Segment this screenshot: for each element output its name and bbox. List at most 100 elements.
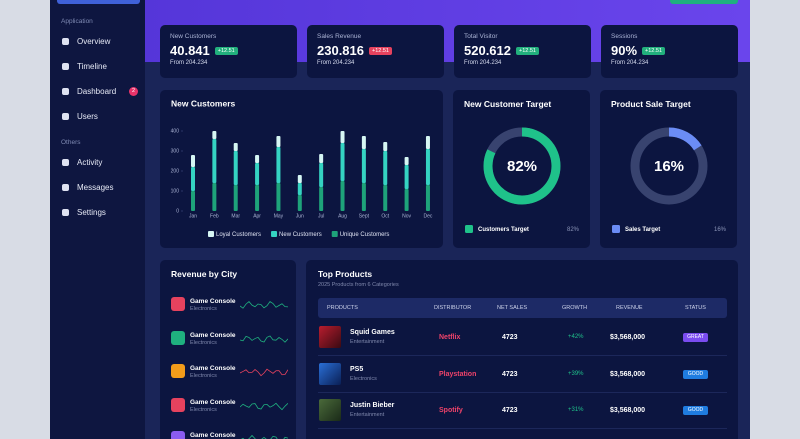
y-tick-label: 100 (171, 188, 180, 194)
section-title: Others (61, 139, 81, 146)
sparkline-path (241, 434, 288, 439)
product-name: Squid Games (350, 329, 395, 336)
growth: +42% (568, 334, 584, 340)
menu-badge: 2 (129, 87, 138, 96)
legend-swatch (271, 231, 278, 237)
bar-segment (319, 154, 324, 163)
legend-swatch (612, 225, 620, 233)
revenue: $3,568,000 (610, 370, 646, 378)
x-tick-label: Feb (210, 213, 219, 219)
x-tick-label: Aug (338, 213, 347, 219)
bar-segment (276, 136, 281, 147)
stat-title: Total Visitor (464, 33, 498, 40)
menu-item[interactable]: Activity (62, 155, 142, 169)
bar-segment (255, 163, 260, 185)
x-tick-label: Nov (402, 213, 411, 219)
menu-item[interactable]: Messages (62, 180, 142, 194)
legend-label: Customers Target (478, 227, 529, 233)
city-icon (171, 397, 185, 412)
bar-segment (276, 147, 281, 183)
product-thumb (319, 326, 341, 348)
column-header: STATUS (685, 305, 706, 311)
row-divider (318, 428, 727, 429)
city-icon (171, 364, 185, 378)
bar-segment (233, 151, 238, 185)
menu-icon (62, 112, 69, 120)
table-header: PRODUCTS DISTRIBUTOR NET SALES GROWTH REVENU… (318, 298, 727, 318)
bar-segment (319, 163, 324, 187)
legend-label: Sales Target (625, 227, 660, 233)
bar-segment (340, 131, 345, 143)
menu-item[interactable]: Overview (62, 34, 142, 48)
legend-label: Loyal Customers (216, 232, 261, 238)
bar-segment (383, 142, 388, 151)
x-tick-label: Sept (359, 213, 370, 219)
city-icon (171, 431, 185, 439)
legend-swatch (331, 231, 338, 237)
x-tick-label: May (274, 213, 284, 219)
bar-segment (425, 185, 430, 211)
stat-from: From 204.234 (317, 60, 355, 66)
column-header: PRODUCTS (327, 305, 358, 311)
city-name: Game Console (190, 432, 236, 439)
sparkline (240, 335, 288, 343)
card-title: New Customer Target (464, 99, 552, 109)
menu-icon (62, 208, 69, 216)
stat-change: +12.51 (369, 47, 392, 55)
city-category: Electronics (190, 339, 217, 346)
distributor: Spotify (439, 407, 463, 414)
sidebar: Application Overview Timeline Dashboard 2 Use… (50, 0, 145, 439)
city-category: Electronics (190, 306, 217, 312)
bar-segment (297, 175, 302, 183)
menu-icon (62, 183, 69, 191)
stat-change: +12.51 (642, 47, 666, 55)
distributor: Playstation (439, 370, 477, 378)
bar-segment (361, 183, 366, 211)
donut-label: 16% (654, 158, 684, 175)
legend-swatch (465, 225, 473, 233)
x-tick-label: Jul (318, 213, 324, 219)
stat-value-row: 230.816 +12.51 (317, 42, 392, 60)
stat-change: +12.51 (516, 47, 539, 55)
product-name: Justin Bieber (350, 402, 395, 409)
menu-icon (62, 37, 69, 45)
bar-segment (404, 157, 409, 165)
menu-label: Overview (77, 36, 111, 46)
menu-item[interactable]: Users (62, 109, 142, 123)
bar-segment (297, 183, 302, 195)
bar-segment (425, 149, 430, 185)
city-icon (171, 330, 185, 345)
header-button[interactable] (670, 0, 738, 4)
x-tick-label: Jun (296, 213, 304, 219)
new-customers-card: New Customers 0 100 200 300 400 Jan Feb Mar Apr M… (160, 90, 443, 248)
net-sales: 4723 (502, 407, 518, 414)
sparkline-path (240, 300, 288, 309)
bar-segment (212, 139, 217, 183)
menu-item[interactable]: Settings (62, 205, 142, 219)
city-icon (171, 297, 185, 311)
row-divider (318, 355, 727, 356)
bar-segment (233, 143, 238, 151)
y-tick-label: 300 (171, 148, 180, 154)
menu-item[interactable]: Dashboard (62, 84, 142, 98)
bar-segment (383, 185, 388, 211)
column-header: REVENUE (616, 305, 643, 311)
product-category: Electronics (350, 375, 377, 382)
stat-card: Sales Revenue 230.816 +12.51 From 204.234 (307, 25, 444, 78)
stat-value: 40.841 (170, 43, 210, 58)
target-card: Product Sale Target 16% Sales Target 16% (600, 90, 737, 248)
stat-from: From 204.234 (611, 60, 649, 66)
column-header: GROWTH (562, 305, 588, 311)
stat-from: From 204.234 (170, 60, 208, 66)
sparkline-path (240, 402, 288, 410)
stat-value-row: 520.612 +12.51 (464, 42, 539, 60)
column-header: DISTRIBUTOR (434, 305, 472, 311)
menu-item[interactable]: Timeline (62, 59, 142, 73)
bar-segment (340, 181, 345, 211)
status-badge: GREAT (683, 333, 708, 342)
bar-segment (340, 143, 345, 181)
product-thumb (319, 399, 341, 421)
stat-value-row: 40.841 +12.51 (170, 42, 238, 60)
bar-segment (361, 149, 366, 183)
